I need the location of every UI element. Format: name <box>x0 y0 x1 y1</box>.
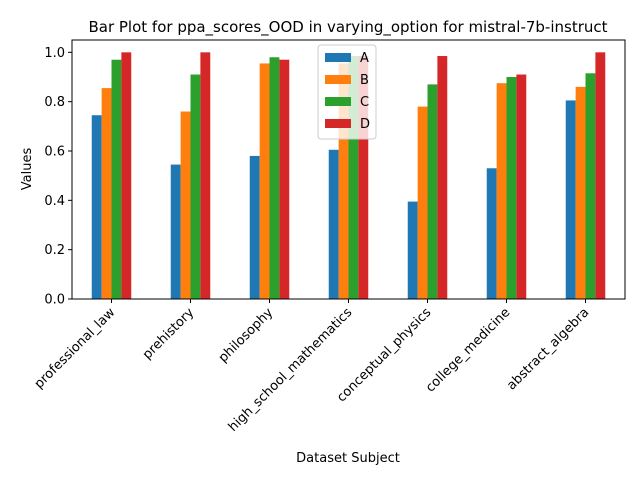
bar-A-philosophy <box>249 155 260 299</box>
bar-C-philosophy <box>269 57 280 299</box>
bar-D-college_medicine <box>516 74 527 299</box>
bar-A-professional_law <box>91 115 102 299</box>
bar-B-abstract_algebra <box>575 86 586 300</box>
y-axis: 0.0 0.2 0.4 0.6 0.8 1.0 <box>44 46 72 308</box>
y-tick-label: 0.0 <box>44 293 65 308</box>
bar-A-prehistory <box>170 164 181 299</box>
bar-B-professional_law <box>101 88 112 299</box>
legend-swatch-B <box>325 75 351 84</box>
legend-label-B: B <box>360 73 369 88</box>
bars-group <box>91 52 606 300</box>
bar-D-philosophy <box>279 59 290 300</box>
chart-title: Bar Plot for ppa_scores_OOD in varying_o… <box>88 18 607 37</box>
bar-D-prehistory <box>200 52 211 299</box>
bar-C-high_school_mathematics <box>348 56 359 299</box>
x-tick-label: abstract_algebra <box>504 305 592 393</box>
x-tick-label: college_medicine <box>423 305 513 395</box>
legend-label-D: D <box>360 117 370 132</box>
bar-A-high_school_mathematics <box>328 149 339 299</box>
bar-D-professional_law <box>121 52 132 299</box>
y-tick-label: 0.4 <box>44 194 65 209</box>
bar-A-abstract_algebra <box>565 100 576 300</box>
legend-swatch-D <box>325 119 351 128</box>
bar-B-high_school_mathematics <box>338 63 349 300</box>
x-tick-label: philosophy <box>216 305 277 366</box>
bar-D-abstract_algebra <box>595 52 606 299</box>
legend-swatch-A <box>325 53 351 62</box>
y-axis-label: Values <box>20 148 35 191</box>
bar-D-high_school_mathematics <box>358 56 369 299</box>
y-tick-label: 0.8 <box>44 95 65 110</box>
bar-B-college_medicine <box>496 83 507 299</box>
x-axis-label: Dataset Subject <box>296 451 400 466</box>
bar-C-abstract_algebra <box>585 73 596 299</box>
y-tick-label: 0.6 <box>44 145 65 160</box>
bar-D-conceptual_physics <box>437 56 448 299</box>
x-axis: professional_law prehistory philosophyhigh… <box>32 299 592 435</box>
legend-label-C: C <box>360 95 369 110</box>
bar-C-prehistory <box>190 74 201 299</box>
legend-box <box>317 44 377 140</box>
bar-A-conceptual_physics <box>407 201 418 299</box>
y-tick-label: 1.0 <box>44 46 65 61</box>
bar-C-professional_law <box>111 59 122 300</box>
x-tick-label: prehistory <box>140 305 198 363</box>
legend-swatch-C <box>325 97 351 106</box>
legend-label-A: A <box>360 51 369 66</box>
bar-A-college_medicine <box>486 168 497 299</box>
bar-B-philosophy <box>259 63 270 300</box>
bar-B-conceptual_physics <box>417 106 428 299</box>
x-tick-label: professional_law <box>32 305 119 392</box>
bar-B-prehistory <box>180 111 191 299</box>
y-tick-label: 0.2 <box>44 243 65 258</box>
bar-C-college_medicine <box>506 77 517 299</box>
bar-C-conceptual_physics <box>427 84 438 300</box>
